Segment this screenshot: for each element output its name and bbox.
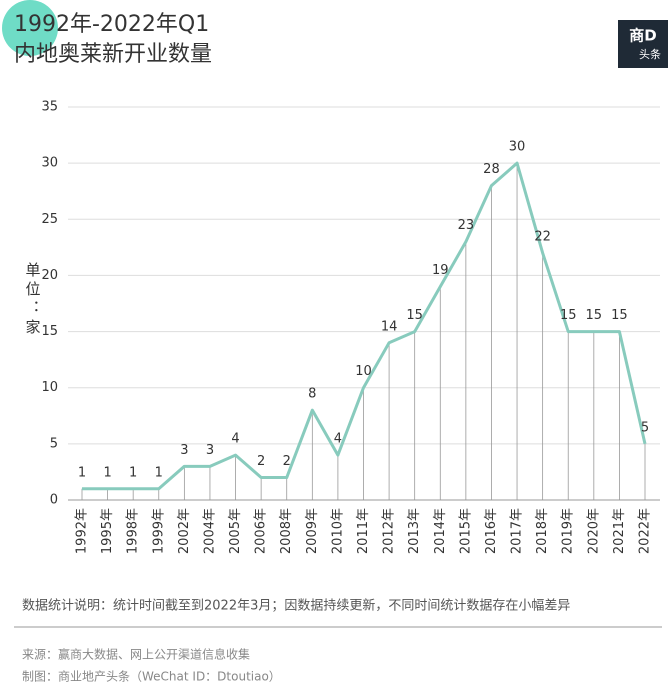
data-label: 2 [283, 454, 291, 469]
x-tick-label: 1999年 [151, 508, 166, 554]
data-label: 1 [129, 465, 137, 480]
x-tick-label: 1995年 [100, 508, 115, 554]
note: 数据统计说明：统计时间截至到2022年3月；因数据持续更新，不同时间统计数据存在… [22, 598, 570, 614]
data-label: 3 [206, 443, 214, 458]
y-tick-label: 20 [41, 268, 58, 283]
x-tick-label: 2016年 [484, 508, 499, 554]
y-tick-label: 30 [41, 156, 58, 171]
source: 制图：商业地产头条（WeChat ID：Dtoutiao） [22, 669, 281, 684]
y-tick-label: 5 [50, 436, 58, 451]
x-tick-label: 2021年 [612, 508, 627, 554]
data-label: 5 [641, 420, 649, 435]
data-label: 1 [78, 465, 86, 480]
x-tick-label: 2002年 [177, 508, 192, 554]
data-label: 15 [406, 308, 423, 323]
data-label: 4 [231, 432, 239, 447]
x-tick-label: 2004年 [202, 508, 217, 554]
x-tick-label: 2015年 [458, 508, 473, 554]
source: 来源：赢商大数据、网上公开渠道信息收集 [22, 647, 250, 662]
data-label: 3 [180, 443, 188, 458]
data-label: 14 [381, 319, 398, 334]
logo-text: 商D [629, 27, 656, 45]
x-tick-label: 2013年 [407, 508, 422, 554]
x-tick-label: 2005年 [228, 508, 243, 554]
x-tick-label: 1998年 [126, 508, 141, 554]
data-label: 22 [534, 229, 551, 244]
data-label: 15 [560, 308, 577, 323]
data-label: 1 [155, 465, 163, 480]
y-tick-label: 35 [41, 100, 58, 115]
y-axis-label: 单位：家 [24, 262, 42, 338]
x-tick-label: 2019年 [561, 508, 576, 554]
y-tick-label: 10 [41, 380, 58, 395]
data-label: 4 [334, 432, 342, 447]
data-label: 28 [483, 162, 500, 177]
x-tick-label: 2011年 [356, 508, 371, 554]
x-tick-label: 2008年 [279, 508, 294, 554]
data-label: 30 [509, 140, 526, 155]
x-tick-label: 2020年 [586, 508, 601, 554]
logo-text: 头条 [639, 47, 661, 61]
x-tick-label: 2022年 [638, 508, 653, 554]
data-label: 23 [458, 218, 475, 233]
data-label: 8 [308, 387, 316, 402]
data-line [82, 161, 647, 491]
chart-subtitle: 内地奥莱新开业数量 [14, 42, 212, 67]
data-label: 10 [355, 364, 372, 379]
x-tick-label: 1992年 [75, 508, 90, 554]
chart-title: 1992年-2022年Q1 [14, 12, 209, 37]
data-label: 19 [432, 263, 449, 278]
x-tick-label: 2018年 [535, 508, 550, 554]
y-tick-label: 25 [41, 212, 58, 227]
y-tick-label: 15 [41, 324, 58, 339]
decor-circle [2, 0, 58, 56]
x-tick-label: 2017年 [510, 508, 525, 554]
data-label: 2 [257, 454, 265, 469]
x-tick-label: 2006年 [254, 508, 269, 554]
x-tick-label: 2014年 [433, 508, 448, 554]
x-tick-label: 2012年 [382, 508, 397, 554]
data-label: 15 [586, 308, 603, 323]
y-tick-label: 0 [50, 493, 58, 508]
data-label: 15 [611, 308, 628, 323]
data-label: 1 [103, 465, 111, 480]
logo-box [618, 20, 668, 68]
x-tick-label: 2009年 [305, 508, 320, 554]
x-tick-label: 2010年 [330, 508, 345, 554]
